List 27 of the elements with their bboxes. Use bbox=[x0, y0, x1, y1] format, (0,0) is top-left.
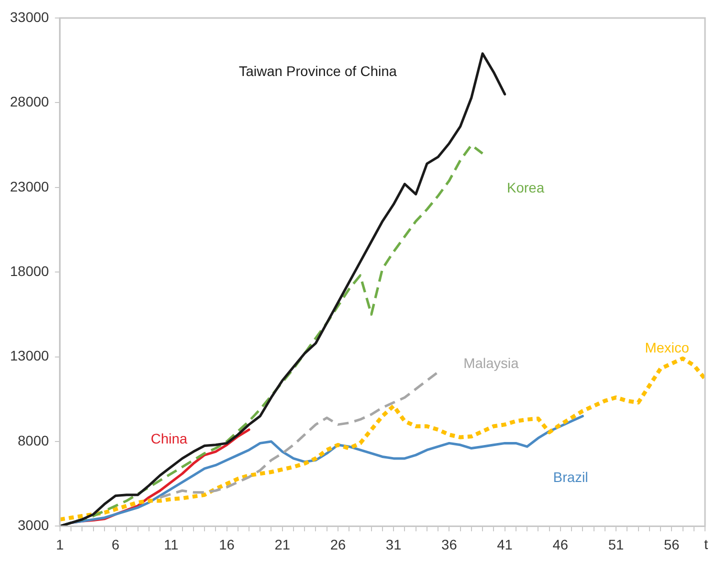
x-tick-label: 11 bbox=[164, 536, 179, 552]
y-tick-label: 3000 bbox=[18, 517, 50, 534]
y-tick-label: 18000 bbox=[10, 262, 50, 279]
text: Taiwan Province of China bbox=[238, 63, 397, 80]
series-label: Malaysia bbox=[463, 354, 519, 371]
x-tick-label: 16 bbox=[218, 536, 235, 552]
x-tick-label: 51 bbox=[608, 536, 624, 552]
x-tick-label: 36 bbox=[441, 536, 458, 552]
x-tick-label: 46 bbox=[552, 536, 568, 552]
x-tick-label: 26 bbox=[330, 536, 346, 552]
y-tick-label: 23000 bbox=[10, 178, 50, 194]
line-series bbox=[60, 356, 705, 522]
y-tick-label: 33000 bbox=[10, 8, 50, 25]
text: Brazil bbox=[553, 468, 588, 485]
series-label: Mexico bbox=[644, 340, 690, 356]
y-tick-label: 8000 bbox=[18, 432, 50, 448]
y-tick-label: 13000 bbox=[10, 348, 50, 364]
x-tick-label: 1 bbox=[56, 536, 64, 552]
x-tick-label: 21 bbox=[274, 536, 290, 552]
text: Korea bbox=[506, 179, 544, 196]
x-tick-label: 31 bbox=[386, 536, 402, 552]
x-tick-label: 6 bbox=[112, 536, 120, 552]
x-tick-label: 41 bbox=[497, 536, 513, 552]
series-label: China bbox=[150, 430, 188, 446]
x-axis-title: t bbox=[704, 536, 708, 552]
x-tick-label: 56 bbox=[664, 536, 680, 552]
y-tick-label: 28000 bbox=[10, 94, 50, 110]
